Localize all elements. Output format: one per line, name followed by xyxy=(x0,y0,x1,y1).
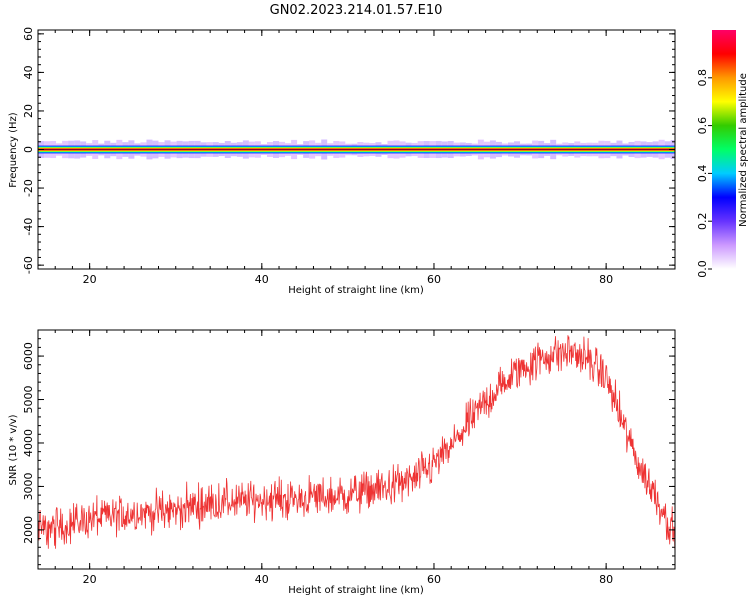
colorbar-tick-label: 0.0 xyxy=(696,260,709,278)
colorbar-label: Normalized spectral amplitude xyxy=(738,73,749,227)
colorbar-tick-label: 0.6 xyxy=(696,117,709,135)
snr-series-line xyxy=(38,335,675,550)
snr-ticks: 20 40 60 80 2000 3000 4000 5000 6000 xyxy=(22,329,676,586)
snr-xtick-label: 40 xyxy=(255,573,269,586)
snr-xlabel: Height of straight line (km) xyxy=(288,585,424,596)
snr-xtick-label: 20 xyxy=(83,573,97,586)
spectrogram-ytick-label: 60 xyxy=(22,27,35,41)
snr-frame xyxy=(37,329,676,570)
snr-ytick-label: 6000 xyxy=(22,342,35,370)
colorbar: 0.0 0.2 0.4 0.6 0.8 Normalized spectral ampl… xyxy=(696,30,749,278)
spectrogram-ticks: 20 40 60 80 -60 -40 -20 0 20 40 60 xyxy=(22,27,676,286)
spectrogram-ytick-label: 20 xyxy=(22,104,35,118)
figure-title: GN02.2023.214.01.57.E10 xyxy=(270,3,443,18)
spectrogram-xtick-label: 60 xyxy=(427,273,441,286)
spectrogram-ytick-label: -40 xyxy=(22,218,35,236)
spectrogram-ytick-label: 40 xyxy=(22,65,35,79)
snr-ytick-label: 4000 xyxy=(22,429,35,457)
snr-ytick-label: 5000 xyxy=(22,386,35,414)
snr-ytick-label: 2000 xyxy=(22,516,35,544)
snr-ytick-label: 3000 xyxy=(22,472,35,500)
spectrogram-ytick-label: 0 xyxy=(22,146,35,153)
snr-xtick-label: 80 xyxy=(599,573,613,586)
spectrogram-content xyxy=(38,139,675,160)
snr-xtick-label: 60 xyxy=(427,573,441,586)
colorbar-gradient xyxy=(712,30,736,269)
spectrogram-ytick-label: -60 xyxy=(22,256,35,274)
spectrogram-xlabel: Height of straight line (km) xyxy=(288,285,424,296)
spectrogram-xtick-label: 20 xyxy=(83,273,97,286)
colorbar-tick-label: 0.8 xyxy=(696,69,709,87)
colorbar-tick-label: 0.2 xyxy=(696,212,709,230)
spectrogram-panel: 20 40 60 80 -60 -40 -20 0 20 40 60 Height of strai… xyxy=(8,27,676,296)
spectrogram-xtick-label: 80 xyxy=(599,273,613,286)
spectrogram-xtick-label: 40 xyxy=(255,273,269,286)
spectrogram-ylabel: Frequency (Hz) xyxy=(8,112,19,188)
snr-content xyxy=(38,335,675,550)
spectrogram-ytick-label: -20 xyxy=(22,179,35,197)
snr-panel: 20 40 60 80 2000 3000 4000 5000 6000 Height of s… xyxy=(8,329,676,596)
colorbar-ticks: 0.0 0.2 0.4 0.6 0.8 xyxy=(696,69,712,278)
colorbar-tick-label: 0.4 xyxy=(696,165,709,183)
snr-ylabel: SNR (10 * v/v) xyxy=(8,414,19,485)
